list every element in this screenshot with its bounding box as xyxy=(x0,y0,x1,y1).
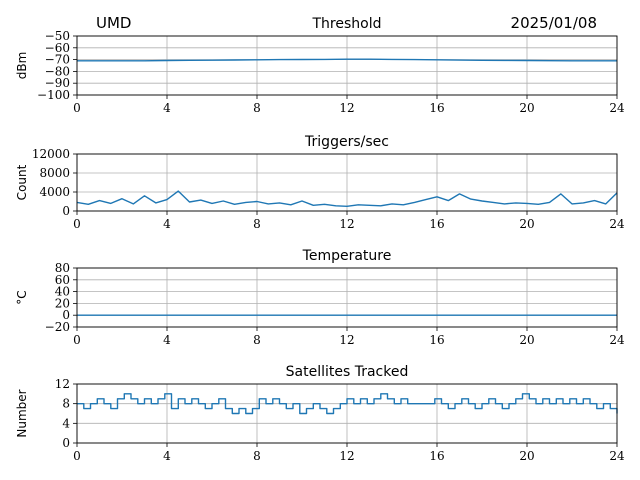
x-tick-label: 0 xyxy=(73,449,81,463)
x-tick-label: 20 xyxy=(519,333,534,347)
plot-frame xyxy=(76,267,618,328)
y-axis-label: dBm xyxy=(15,52,29,80)
x-tick-label: 16 xyxy=(429,333,444,347)
chart-panel-4: 0 4 8 12 16 20 24 0 4 8 12 Satellites Tracked Number xyxy=(15,364,625,463)
y-tick-label: −100 xyxy=(37,88,70,102)
y-tick-label: 0 xyxy=(62,308,70,322)
y-tick-label: 8 xyxy=(62,397,70,411)
x-tick-label: 16 xyxy=(429,449,444,463)
y-tick-label: 0 xyxy=(62,436,70,450)
y-tick-label: 0 xyxy=(62,204,70,218)
y-tick-label: −20 xyxy=(45,320,70,334)
x-tick-label: 12 xyxy=(339,217,354,231)
y-tick-label: 12 xyxy=(55,377,70,391)
x-tick-label: 20 xyxy=(519,101,534,115)
plot-frame xyxy=(76,383,618,444)
x-tick-label: 0 xyxy=(73,333,81,347)
y-axis-label: Count xyxy=(15,164,29,200)
y-tick-label: 60 xyxy=(55,273,70,287)
x-tick-label: 4 xyxy=(163,217,171,231)
x-tick-label: 8 xyxy=(253,333,261,347)
y-tick-label: 20 xyxy=(55,296,70,310)
y-axis-label: °C xyxy=(15,290,29,304)
chart-title: Triggers/sec xyxy=(304,134,389,150)
x-tick-label: 16 xyxy=(429,101,444,115)
station-label: UMD xyxy=(96,14,131,32)
x-tick-label: 24 xyxy=(609,217,625,231)
data-series-line xyxy=(76,190,618,207)
y-tick-label: 80 xyxy=(55,261,70,275)
x-tick-label: 8 xyxy=(253,449,261,463)
x-tick-label: 4 xyxy=(163,333,171,347)
x-tick-label: 24 xyxy=(609,101,625,115)
chart-title: Threshold xyxy=(312,16,382,32)
x-tick-label: 20 xyxy=(519,217,534,231)
y-tick-label: 4000 xyxy=(39,185,70,199)
date-label: 2025/01/08 xyxy=(511,14,597,32)
y-tick-label: −50 xyxy=(45,29,70,43)
y-tick-label: 12000 xyxy=(32,147,70,161)
x-tick-label: 0 xyxy=(73,217,81,231)
y-tick-label: 8000 xyxy=(39,166,70,180)
x-tick-label: 20 xyxy=(519,449,534,463)
x-tick-label: 8 xyxy=(253,217,261,231)
panels: 0 4 8 12 16 20 24 −100−90−80−70−60−50 Threshold d… xyxy=(15,16,625,463)
data-series-line xyxy=(77,58,617,62)
x-tick-label: 4 xyxy=(163,101,171,115)
x-tick-label: 8 xyxy=(253,101,261,115)
x-tick-label: 12 xyxy=(339,101,354,115)
y-axis-label: Number xyxy=(15,389,29,437)
plot-frame xyxy=(76,153,618,212)
chart-title: Satellites Tracked xyxy=(286,364,409,380)
x-tick-label: 12 xyxy=(339,333,354,347)
y-tick-label: −90 xyxy=(45,76,70,90)
x-tick-label: 16 xyxy=(429,217,444,231)
data-series-line xyxy=(77,393,618,415)
chart-title: Temperature xyxy=(302,248,392,264)
chart-panel-2: 0 4 8 12 16 20 24 0 4000 8000 12000 Triggers/sec Cou… xyxy=(15,134,625,231)
y-tick-label: 4 xyxy=(62,416,70,430)
y-tick-label: −60 xyxy=(45,41,70,55)
y-tick-label: −80 xyxy=(45,64,70,78)
plot-frame xyxy=(76,35,618,96)
y-tick-label: −70 xyxy=(45,53,70,67)
x-tick-label: 0 xyxy=(73,101,81,115)
x-tick-label: 12 xyxy=(339,449,354,463)
y-tick-label: 40 xyxy=(55,285,70,299)
chart-panel-1: 0 4 8 12 16 20 24 −100−90−80−70−60−50 Threshold d… xyxy=(15,16,625,115)
x-tick-label: 24 xyxy=(609,449,625,463)
x-tick-label: 4 xyxy=(163,449,171,463)
x-tick-label: 24 xyxy=(609,333,625,347)
